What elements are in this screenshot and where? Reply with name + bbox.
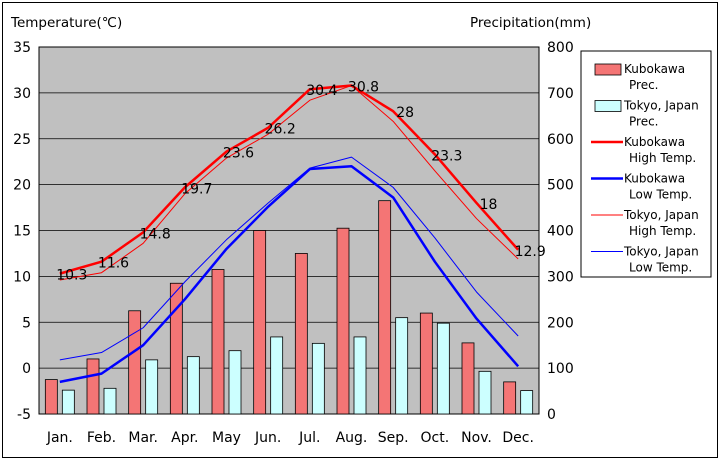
legend-tokyo-high-line2: High Temp. — [629, 224, 696, 238]
data-label-high-temp: 28 — [396, 105, 414, 121]
bar-kubokawa-prec — [294, 253, 308, 415]
legend-kubokawa-low-line1: Kubokawa — [624, 172, 685, 186]
bar-kubokawa-prec — [419, 312, 433, 415]
bar-kubokawa-prec — [336, 227, 350, 415]
legend-tokyo-prec-line2: Prec. — [629, 115, 659, 129]
bar-tokyo-prec — [395, 317, 409, 415]
chart: 35 30 25 20 15 10 5 0 -5 800 700 600 500 400 300 200 100… — [10, 15, 712, 446]
left-tick-label: 25 — [13, 132, 31, 148]
data-label-high-temp: 12.9 — [515, 244, 546, 260]
left-tick-label: 10 — [13, 269, 31, 285]
bar-tokyo-prec — [478, 370, 492, 415]
line-kubokawa-high — [59, 84, 520, 275]
bar-tokyo-prec — [103, 387, 117, 415]
left-tick-label: 15 — [13, 224, 31, 240]
line-kubokawa-low — [59, 165, 520, 384]
left-tick-label: -5 — [17, 407, 31, 423]
x-tick-label: Jan. — [46, 430, 73, 446]
data-label-high-temp: 19.7 — [181, 181, 212, 197]
left-tick-label: 0 — [22, 361, 31, 377]
legend-kubokawa-prec-swatch — [594, 63, 622, 76]
bar-kubokawa-prec — [169, 282, 183, 415]
bar-tokyo-prec — [228, 350, 242, 415]
legend-tokyo-high-line1: Tokyo, Japan — [623, 208, 699, 222]
bar-tokyo-prec — [145, 359, 159, 415]
x-tick-label: Feb. — [87, 430, 116, 446]
left-tick-label: 20 — [13, 178, 31, 194]
right-tick-label: 400 — [547, 224, 574, 240]
right-axis-title: Precipitation(mm) — [470, 15, 591, 31]
legend-tokyo-prec-swatch — [594, 100, 622, 112]
line-tokyo-low — [59, 156, 519, 361]
data-label-high-temp: 23.3 — [431, 148, 462, 164]
right-tick-label: 0 — [547, 407, 556, 423]
right-tick-label: 300 — [547, 269, 574, 285]
x-tick-label: Sep. — [378, 430, 409, 446]
data-label-high-temp: 10.3 — [56, 268, 87, 284]
x-tick-label: Mar. — [128, 430, 158, 446]
x-tick-label: Aug. — [336, 430, 368, 446]
data-label-high-temp: 30.4 — [306, 83, 337, 99]
legend-tokyo-low-line1: Tokyo, Japan — [623, 245, 699, 259]
legend-tokyo-prec-line1: Tokyo, Japan — [623, 99, 699, 113]
x-tick-label: Jul. — [298, 430, 320, 446]
left-tick-label: 5 — [22, 315, 31, 331]
data-label-high-temp: 18 — [480, 197, 498, 213]
data-label-high-temp: 11.6 — [98, 256, 129, 272]
right-tick-label: 800 — [547, 40, 574, 56]
bar-kubokawa-prec — [128, 310, 142, 415]
legend-kubokawa-prec-line2: Prec. — [629, 78, 659, 92]
bar-kubokawa-prec — [44, 379, 58, 415]
x-tick-label: Nov. — [461, 430, 492, 446]
right-tick-label: 200 — [547, 315, 574, 331]
legend-kubokawa-prec-line1: Kubokawa — [624, 62, 685, 76]
data-label-high-temp: 23.6 — [223, 146, 254, 162]
legend-box — [580, 50, 712, 278]
bar-tokyo-prec — [353, 336, 367, 415]
right-tick-label: 700 — [547, 86, 574, 102]
legend-kubokawa-low-line2: Low Temp. — [629, 188, 692, 202]
right-tick-label: 600 — [547, 132, 574, 148]
bar-tokyo-prec — [61, 389, 75, 415]
x-tick-label: Jun. — [254, 430, 281, 446]
left-axis-title: Temperature(℃) — [10, 15, 122, 31]
bar-tokyo-prec — [436, 322, 450, 415]
data-label-high-temp: 30.8 — [348, 80, 379, 96]
data-label-high-temp: 26.2 — [265, 122, 296, 138]
bar-kubokawa-prec — [253, 230, 267, 415]
legend-kubokawa-high-line2: High Temp. — [629, 151, 696, 165]
x-tick-label: May — [212, 430, 241, 446]
right-tick-label: 500 — [547, 178, 574, 194]
left-tick-label: 30 — [13, 86, 31, 102]
legend-tokyo-low-line2: Low Temp. — [629, 261, 692, 275]
legend-kubokawa-high-line1: Kubokawa — [624, 135, 685, 149]
bar-tokyo-prec — [186, 356, 200, 415]
bar-tokyo-prec — [311, 342, 325, 415]
data-label-high-temp: 14.8 — [140, 226, 171, 242]
left-tick-label: 35 — [13, 40, 31, 56]
bar-kubokawa-prec — [86, 358, 100, 415]
bar-tokyo-prec — [520, 390, 534, 415]
line-tokyo-high — [59, 85, 519, 281]
bar-kubokawa-prec — [461, 342, 475, 415]
x-tick-label: Oct. — [421, 430, 450, 446]
bar-tokyo-prec — [270, 336, 284, 415]
bar-kubokawa-prec — [378, 200, 392, 415]
bar-kubokawa-prec — [503, 381, 517, 415]
x-tick-label: Apr. — [171, 430, 198, 446]
right-tick-label: 100 — [547, 361, 574, 377]
bar-kubokawa-prec — [211, 269, 225, 415]
x-tick-label: Dec. — [502, 430, 534, 446]
